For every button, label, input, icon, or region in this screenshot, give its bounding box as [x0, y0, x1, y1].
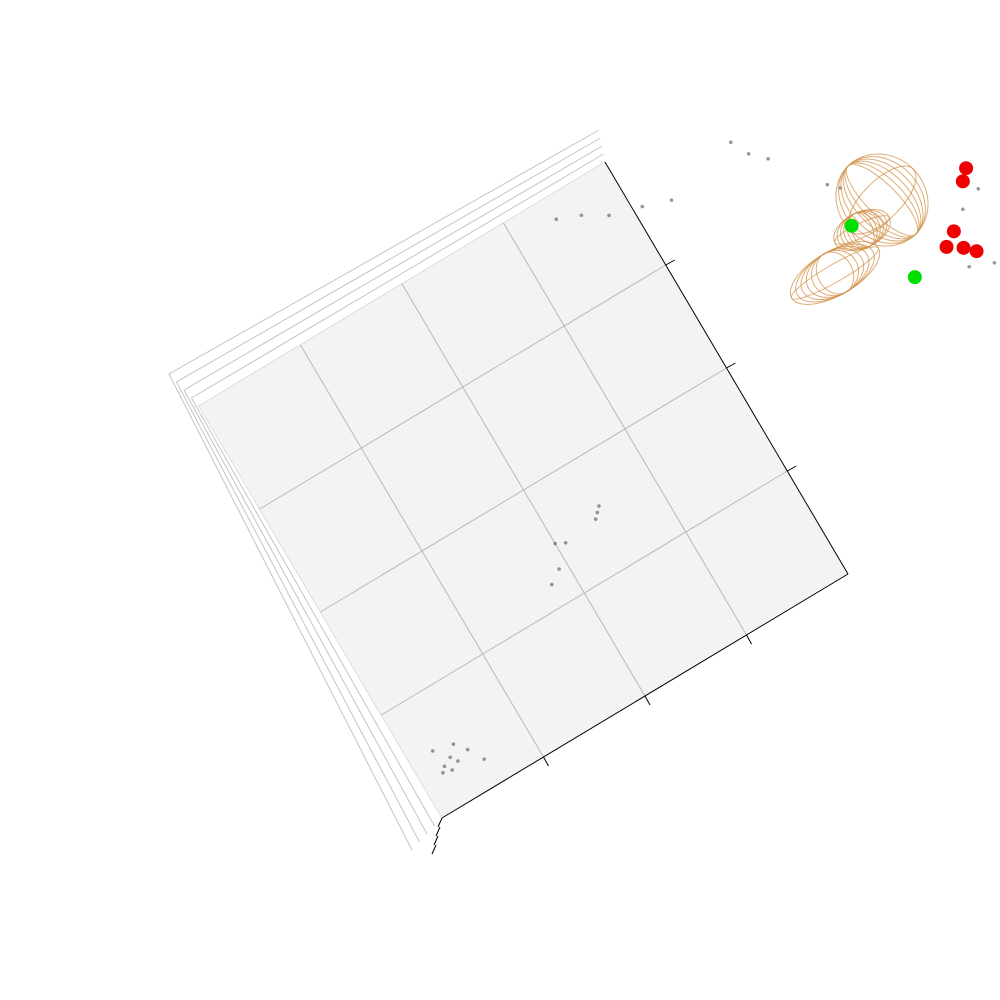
data-point — [450, 768, 454, 772]
y-axis-tick — [726, 362, 736, 369]
data-point — [448, 755, 452, 760]
axes-pane — [168, 129, 848, 851]
red-marker — [959, 161, 974, 176]
data-point — [482, 757, 487, 761]
data-point — [669, 198, 674, 202]
red-marker — [939, 239, 954, 254]
red-marker — [956, 240, 971, 255]
data-point — [430, 749, 435, 753]
data-point — [746, 152, 751, 156]
gridline-u — [503, 222, 747, 636]
data-point — [766, 157, 770, 161]
ellipsoid-wireframes — [789, 153, 929, 305]
red-marker — [969, 244, 984, 259]
pane-back-edge — [183, 145, 603, 835]
gridline-v — [320, 367, 727, 613]
data-point — [729, 140, 733, 144]
ellipsoid-wire — [810, 249, 860, 297]
data-point — [597, 504, 601, 508]
green-marker — [844, 218, 859, 233]
data-point — [579, 213, 584, 218]
ellipsoid-wire — [795, 243, 875, 303]
data-point — [967, 264, 972, 269]
data-point — [456, 759, 460, 763]
data-point — [595, 510, 600, 515]
data-point — [441, 771, 445, 775]
x-axis-tick — [644, 695, 651, 706]
data-point — [976, 187, 981, 191]
z-axis-tick — [431, 844, 437, 855]
data-point — [563, 541, 568, 545]
data-point — [550, 582, 554, 587]
pane-back-edge — [168, 129, 600, 851]
z-axis-tick — [437, 817, 443, 828]
scatter-points — [430, 140, 997, 775]
red-marker — [955, 174, 970, 189]
data-point — [640, 204, 645, 209]
red-marker — [946, 224, 961, 239]
y-axis-tick — [665, 259, 675, 266]
data-point — [825, 182, 830, 187]
green-marker — [907, 270, 922, 285]
data-point — [442, 764, 447, 769]
data-point — [451, 742, 456, 746]
z-axis-tick — [435, 826, 441, 837]
y-axis-tick — [787, 465, 797, 472]
pane-back-edge — [190, 153, 604, 827]
gridlines — [259, 222, 788, 758]
data-point — [593, 517, 598, 521]
x-axis-tick — [746, 634, 752, 645]
data-point — [465, 747, 470, 752]
data-point — [607, 213, 611, 218]
data-point — [557, 567, 561, 571]
highlight-markers — [844, 161, 984, 285]
pane-back-edge — [175, 137, 601, 843]
data-point — [553, 541, 557, 546]
gridline-v — [259, 264, 667, 510]
axis-lines — [431, 161, 849, 855]
data-point — [961, 207, 965, 212]
x-axis-tick — [543, 756, 549, 767]
data-point — [992, 261, 997, 265]
z-axis-tick — [433, 835, 439, 846]
ellipsoid-wire — [790, 246, 880, 300]
data-point — [554, 217, 559, 221]
